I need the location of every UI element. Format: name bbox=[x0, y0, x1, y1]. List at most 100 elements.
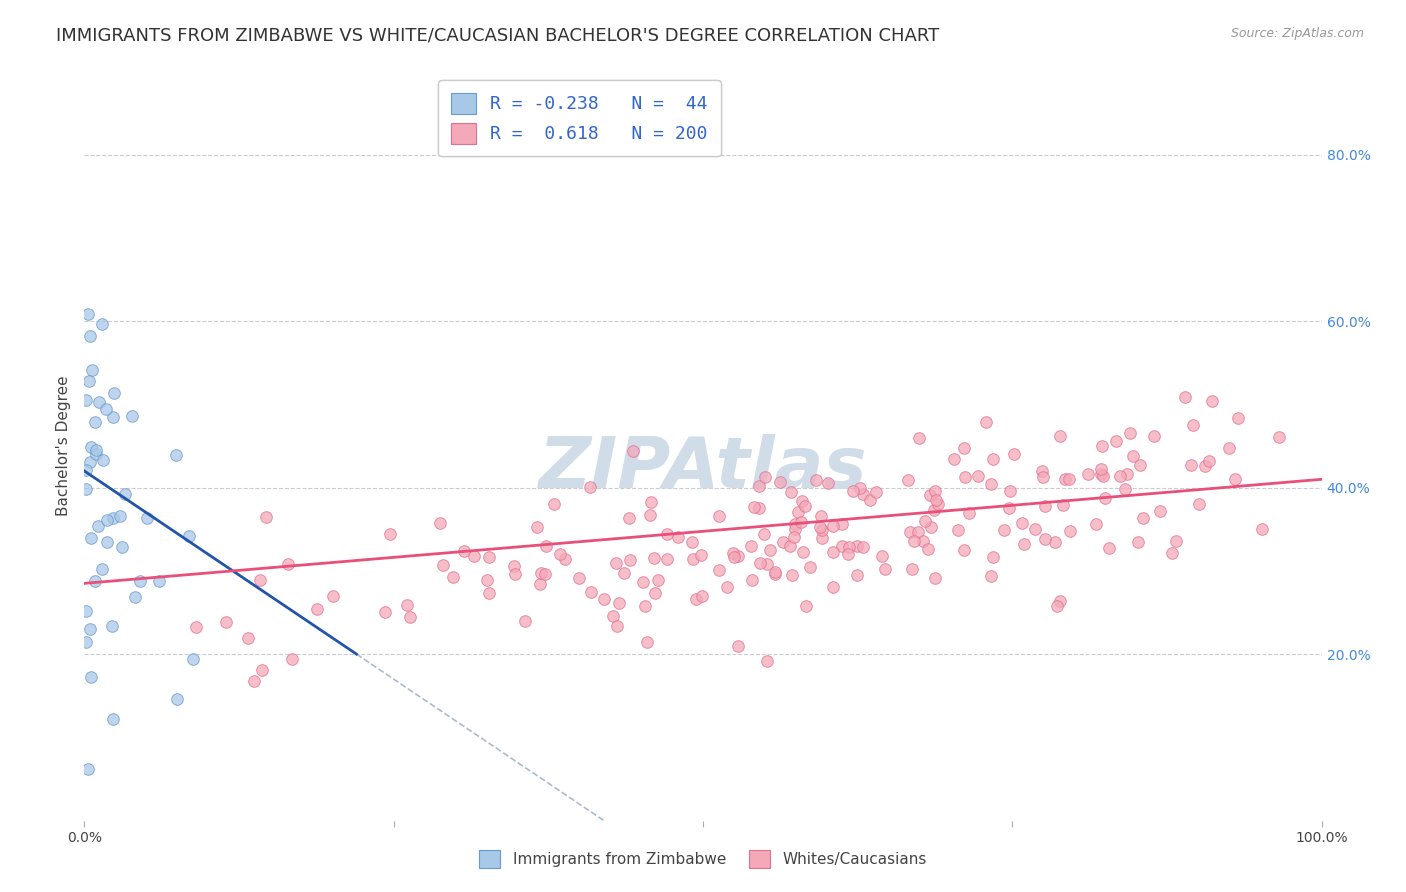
Point bbox=[75, 463, 97, 477]
Point bbox=[128, 574, 150, 588]
Point bbox=[980, 569, 1002, 583]
Point bbox=[1225, 472, 1247, 486]
Point bbox=[121, 409, 143, 424]
Point bbox=[1045, 599, 1067, 614]
Point bbox=[602, 609, 624, 624]
Point bbox=[307, 602, 329, 616]
Point bbox=[638, 508, 661, 523]
Point bbox=[578, 480, 600, 494]
Point bbox=[842, 483, 865, 498]
Point bbox=[396, 598, 419, 612]
Point bbox=[1090, 467, 1112, 481]
Point bbox=[707, 563, 730, 577]
Point bbox=[831, 539, 853, 553]
Point bbox=[1116, 467, 1139, 482]
Point bbox=[811, 531, 834, 545]
Legend: Immigrants from Zimbabwe, Whites/Caucasians: Immigrants from Zimbabwe, Whites/Caucasi… bbox=[471, 843, 935, 875]
Point bbox=[1090, 461, 1112, 475]
Point bbox=[852, 487, 875, 501]
Point bbox=[1052, 499, 1074, 513]
Point bbox=[685, 591, 707, 606]
Point bbox=[592, 591, 614, 606]
Point bbox=[166, 692, 188, 706]
Point bbox=[1045, 535, 1067, 549]
Point bbox=[633, 599, 655, 613]
Point bbox=[77, 375, 100, 389]
Point bbox=[924, 483, 946, 498]
Point bbox=[148, 574, 170, 588]
Point bbox=[84, 447, 107, 461]
Point bbox=[942, 452, 965, 467]
Point bbox=[907, 524, 929, 539]
Point bbox=[756, 557, 779, 571]
Point bbox=[727, 639, 749, 653]
Point bbox=[579, 585, 602, 599]
Point bbox=[75, 604, 97, 618]
Legend: R = -0.238   N =  44, R =  0.618   N = 200: R = -0.238 N = 44, R = 0.618 N = 200 bbox=[439, 80, 720, 156]
Point bbox=[763, 566, 786, 580]
Point bbox=[1267, 429, 1289, 443]
Point bbox=[927, 497, 949, 511]
Point bbox=[101, 511, 124, 525]
Text: IMMIGRANTS FROM ZIMBABWE VS WHITE/CAUCASIAN BACHELOR'S DEGREE CORRELATION CHART: IMMIGRANTS FROM ZIMBABWE VS WHITE/CAUCAS… bbox=[56, 27, 939, 45]
Point bbox=[530, 566, 553, 580]
Point bbox=[84, 574, 107, 588]
Point bbox=[526, 520, 548, 534]
Point bbox=[759, 543, 782, 558]
Point bbox=[432, 558, 454, 573]
Point bbox=[810, 520, 832, 534]
Y-axis label: Bachelor's Degree: Bachelor's Degree bbox=[56, 376, 72, 516]
Point bbox=[799, 560, 821, 574]
Point bbox=[727, 549, 749, 564]
Point bbox=[875, 561, 897, 575]
Point bbox=[789, 515, 811, 529]
Point bbox=[631, 575, 654, 590]
Point bbox=[780, 485, 803, 500]
Point bbox=[1098, 541, 1121, 555]
Point bbox=[529, 577, 551, 591]
Point bbox=[967, 469, 990, 483]
Point bbox=[922, 503, 945, 517]
Point bbox=[924, 571, 946, 585]
Point bbox=[946, 523, 969, 537]
Point bbox=[254, 509, 277, 524]
Point bbox=[785, 522, 807, 536]
Point bbox=[249, 573, 271, 587]
Point bbox=[865, 484, 887, 499]
Point bbox=[740, 540, 762, 554]
Point bbox=[1226, 410, 1249, 425]
Point bbox=[1011, 516, 1033, 531]
Point bbox=[1129, 458, 1152, 473]
Point bbox=[619, 553, 641, 567]
Point bbox=[215, 615, 238, 629]
Point bbox=[1161, 546, 1184, 560]
Point bbox=[84, 415, 107, 429]
Point bbox=[607, 596, 630, 610]
Point bbox=[837, 547, 859, 561]
Point bbox=[1032, 470, 1054, 484]
Point bbox=[1181, 418, 1204, 433]
Point bbox=[823, 580, 845, 594]
Point bbox=[1094, 491, 1116, 506]
Point bbox=[619, 510, 641, 524]
Point bbox=[1128, 534, 1150, 549]
Point bbox=[534, 566, 557, 581]
Point bbox=[613, 566, 636, 580]
Point bbox=[398, 609, 420, 624]
Point bbox=[135, 511, 157, 525]
Point bbox=[744, 500, 766, 515]
Point bbox=[723, 550, 745, 565]
Point bbox=[980, 477, 1002, 491]
Point bbox=[1031, 464, 1053, 478]
Point bbox=[503, 558, 526, 573]
Point bbox=[657, 527, 679, 541]
Text: Source: ZipAtlas.com: Source: ZipAtlas.com bbox=[1230, 27, 1364, 40]
Point bbox=[1122, 449, 1144, 463]
Point bbox=[96, 513, 118, 527]
Point bbox=[84, 442, 107, 457]
Point bbox=[1180, 458, 1202, 472]
Point bbox=[543, 498, 565, 512]
Point bbox=[1114, 483, 1136, 497]
Point bbox=[682, 552, 704, 566]
Point bbox=[478, 549, 501, 564]
